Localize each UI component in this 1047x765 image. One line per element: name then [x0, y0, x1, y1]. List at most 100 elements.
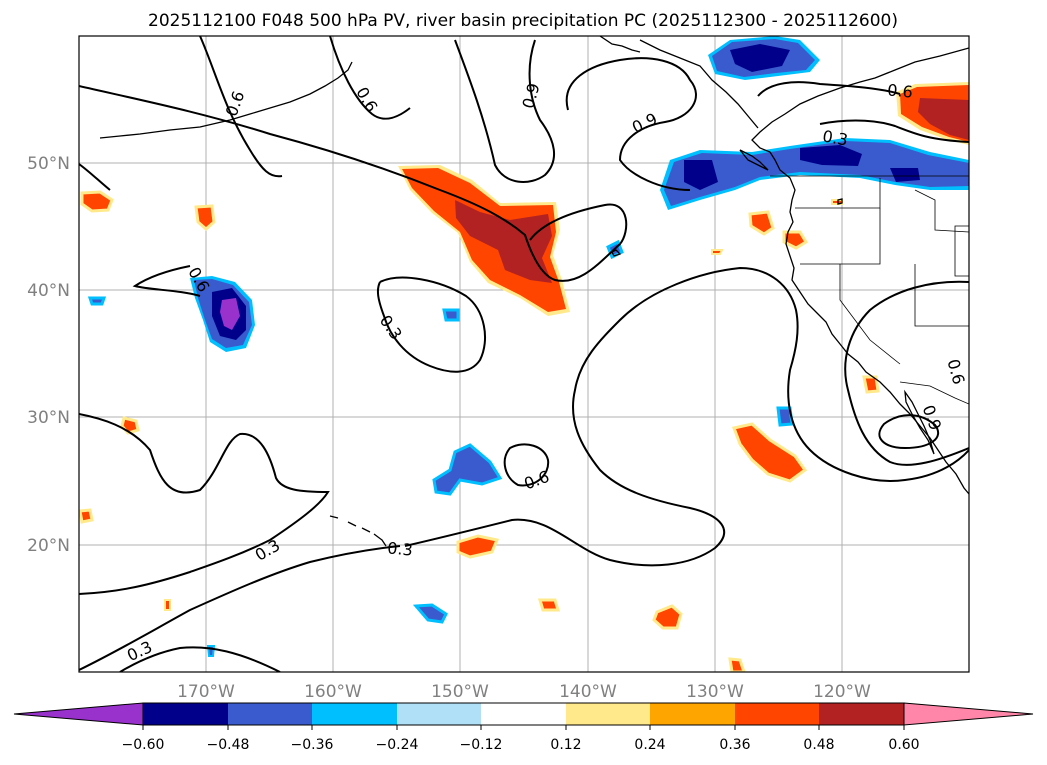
coastline-island: [837, 198, 843, 205]
lat-label-50n: 50°N: [27, 154, 70, 174]
precip-positive-ne-corner: [918, 98, 969, 140]
pv-contour: [79, 545, 401, 671]
lon-label-120w: 120°W: [813, 682, 871, 702]
longitude-labels: 170°W 160°W 150°W 140°W 130°W 120°W: [177, 682, 871, 702]
border-us-mexico: [899, 381, 969, 405]
pv-contour: [79, 163, 111, 191]
pv-contours: [79, 36, 969, 672]
colorbar-tick-label: 0.36: [719, 737, 750, 753]
pv-contour: [79, 413, 330, 595]
coastline-vancouver: [739, 149, 769, 171]
coastline-aleutians: [99, 61, 353, 139]
coastlines: [99, 36, 969, 547]
colorbar-tick-label: −0.48: [207, 737, 250, 753]
precip-positive-patch: [537, 598, 561, 612]
precip-negative-patch: [442, 308, 460, 322]
pv-contour: [565, 57, 697, 191]
pv-contour: [329, 36, 411, 120]
precip-negative-pacific-blob: [220, 298, 240, 330]
pv-contour: [454, 39, 556, 183]
colorbar-tick-label: −0.60: [122, 737, 165, 753]
pv-contour: [757, 81, 901, 97]
lon-label-130w: 130°W: [686, 682, 744, 702]
border-state: [914, 264, 969, 327]
colorbar-tick-label: 0.60: [888, 737, 919, 753]
pv-contour: [503, 443, 550, 487]
coastline-island: [611, 249, 622, 257]
map-frame: [78, 35, 970, 673]
colorbar-bin: [143, 703, 228, 725]
precip-fill: [79, 36, 969, 672]
precip-negative-patch: [87, 296, 107, 306]
border-state: [800, 208, 881, 265]
colorbar-under-triangle: [13, 702, 144, 726]
precip-positive-patch: [79, 508, 94, 524]
colorbar: −0.60 −0.48 −0.36 −0.24 −0.12 0.12 0.24 …: [13, 702, 1034, 753]
pv-contour: [376, 276, 487, 373]
colorbar-bin: [228, 703, 312, 725]
coastline-alaska-panhandle: [639, 39, 759, 129]
pv-contour: [132, 265, 201, 297]
lon-label-160w: 160°W: [304, 682, 362, 702]
coastline-gulf-alaska: [599, 36, 641, 53]
lat-label-30n: 30°N: [27, 408, 70, 428]
colorbar-tick-label: 0.12: [550, 737, 581, 753]
colorbar-tick-label: 0.24: [634, 737, 665, 753]
border-state: [914, 189, 969, 233]
colorbar-tick-label: −0.36: [291, 737, 334, 753]
colorbar-bin: [650, 703, 735, 725]
figure-title: 2025112100 F048 500 hPa PV, river basin …: [148, 11, 898, 31]
precip-negative-band: [800, 145, 862, 166]
lon-label-170w: 170°W: [177, 682, 235, 702]
precip-positive-patch: [711, 249, 724, 255]
precip-positive-patch: [731, 422, 808, 483]
coastline-baja: [904, 389, 935, 455]
pv-contour: [878, 414, 940, 450]
borders: [770, 175, 969, 405]
colorbar-tick-label: −0.24: [376, 737, 419, 753]
contour-label: 0.3: [821, 126, 849, 149]
colorbar-bin: [735, 703, 819, 725]
pv-contour: [119, 646, 281, 672]
colorbar-tick-label: −0.12: [460, 737, 503, 753]
contour-label: 0.3: [387, 538, 414, 559]
latitude-labels: 50°N 40°N 30°N 20°N: [27, 154, 70, 556]
precip-positive-patch: [748, 210, 775, 236]
coastline-north-america: [751, 47, 969, 495]
colorbar-bin: [312, 703, 397, 725]
precip-positive-patch: [782, 230, 809, 250]
precip-positive-patch: [728, 657, 746, 672]
pv-contour: [844, 280, 969, 466]
colorbar-outline: [142, 702, 905, 726]
colorbar-bin: [566, 703, 650, 725]
precip-negative-north-coast: [730, 44, 790, 72]
colorbar-over-triangle: [903, 702, 1034, 726]
precip-negative-patch: [412, 603, 448, 624]
precip-positive-patch: [120, 416, 140, 435]
precip-positive-patch: [456, 534, 500, 559]
lat-label-20n: 20°N: [27, 536, 70, 556]
border-state: [954, 225, 969, 277]
colorbar-ticks: [142, 725, 905, 730]
contour-label: 0.6: [887, 80, 914, 101]
lat-label-40n: 40°N: [27, 281, 70, 301]
colorbar-bin: [819, 703, 904, 725]
border-state: [839, 264, 901, 365]
pv-contour: [404, 266, 969, 567]
lon-label-140w: 140°W: [559, 682, 617, 702]
precip-negative-patch: [776, 406, 794, 427]
colorbar-bin: [397, 703, 481, 725]
precip-positive-central-pacific: [455, 200, 552, 283]
precip-positive-patch: [164, 599, 171, 611]
precip-negative-band: [664, 141, 969, 206]
pv-contour: [199, 36, 283, 178]
pv-contour: [819, 119, 969, 143]
colorbar-tick-label: 0.48: [803, 737, 834, 753]
colorbar-bin: [481, 703, 566, 725]
lon-label-150w: 150°W: [431, 682, 489, 702]
precip-negative-patch: [432, 443, 503, 496]
precip-positive-patch: [80, 190, 114, 213]
precip-positive-patch: [194, 204, 216, 231]
precip-positive-patch: [652, 604, 683, 630]
